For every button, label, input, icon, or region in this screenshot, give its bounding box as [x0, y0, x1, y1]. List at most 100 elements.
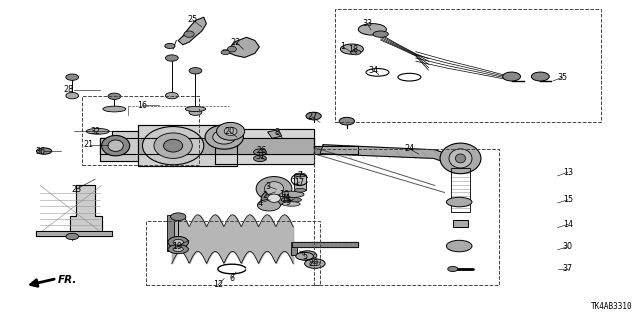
Ellipse shape	[165, 44, 175, 49]
Ellipse shape	[261, 190, 287, 206]
Text: 30: 30	[563, 242, 573, 251]
Ellipse shape	[264, 182, 284, 196]
Ellipse shape	[224, 127, 237, 135]
Ellipse shape	[306, 112, 321, 120]
Ellipse shape	[168, 245, 188, 254]
Ellipse shape	[257, 199, 280, 211]
Polygon shape	[320, 145, 454, 163]
Ellipse shape	[173, 239, 183, 245]
Ellipse shape	[143, 126, 204, 165]
Ellipse shape	[166, 92, 178, 99]
Ellipse shape	[216, 123, 244, 140]
Text: 28: 28	[63, 85, 74, 94]
Ellipse shape	[296, 252, 314, 260]
Ellipse shape	[256, 177, 292, 201]
Text: 35: 35	[557, 73, 568, 82]
Ellipse shape	[448, 267, 458, 271]
Ellipse shape	[66, 74, 79, 80]
Bar	[335, 9, 601, 123]
Ellipse shape	[184, 31, 194, 37]
Polygon shape	[138, 125, 237, 166]
Text: 5: 5	[302, 252, 307, 261]
Ellipse shape	[189, 68, 202, 74]
Text: 26: 26	[256, 146, 266, 155]
Polygon shape	[223, 37, 259, 57]
Text: 9: 9	[285, 197, 291, 206]
Polygon shape	[36, 186, 102, 233]
Ellipse shape	[278, 191, 304, 197]
Text: 32: 32	[90, 127, 100, 136]
Bar	[453, 220, 468, 227]
Polygon shape	[178, 17, 206, 45]
Ellipse shape	[298, 251, 317, 260]
Ellipse shape	[447, 240, 472, 252]
Text: 11: 11	[281, 194, 291, 203]
Text: 18: 18	[348, 44, 358, 54]
Text: 6: 6	[229, 274, 234, 283]
Text: 4: 4	[257, 198, 262, 207]
Ellipse shape	[456, 154, 466, 163]
Ellipse shape	[205, 125, 243, 149]
Bar	[294, 175, 306, 190]
Text: 16: 16	[138, 101, 147, 110]
Text: 7: 7	[297, 172, 302, 180]
Ellipse shape	[66, 233, 79, 240]
Polygon shape	[100, 131, 138, 161]
Ellipse shape	[373, 31, 388, 37]
Text: 21: 21	[84, 140, 94, 149]
Text: 12: 12	[212, 280, 223, 289]
Ellipse shape	[268, 194, 280, 202]
Bar	[291, 242, 297, 255]
Ellipse shape	[66, 92, 79, 99]
Ellipse shape	[212, 130, 236, 144]
Ellipse shape	[253, 155, 266, 162]
Text: 14: 14	[563, 220, 573, 229]
Polygon shape	[36, 231, 113, 236]
Ellipse shape	[440, 143, 481, 174]
Ellipse shape	[164, 139, 182, 152]
Polygon shape	[344, 45, 357, 51]
Text: 24: 24	[404, 144, 415, 153]
Text: 2: 2	[262, 191, 268, 200]
Ellipse shape	[281, 197, 301, 202]
Text: 20: 20	[224, 127, 234, 136]
Ellipse shape	[36, 148, 52, 154]
Bar	[451, 168, 470, 212]
Ellipse shape	[502, 72, 520, 81]
Text: 15: 15	[563, 195, 573, 204]
Text: 29: 29	[308, 259, 319, 268]
Ellipse shape	[531, 72, 549, 81]
Ellipse shape	[221, 50, 230, 54]
Text: 13: 13	[563, 168, 573, 177]
Text: 1: 1	[340, 42, 346, 52]
Ellipse shape	[227, 46, 236, 52]
Ellipse shape	[173, 247, 183, 252]
Ellipse shape	[168, 236, 188, 248]
Text: 33: 33	[362, 19, 372, 28]
Text: 10: 10	[279, 190, 289, 199]
Text: 8: 8	[274, 128, 279, 137]
Ellipse shape	[351, 50, 361, 55]
Ellipse shape	[171, 213, 186, 220]
Text: 31: 31	[255, 152, 265, 161]
Ellipse shape	[305, 259, 325, 268]
Ellipse shape	[102, 135, 130, 156]
Ellipse shape	[340, 44, 364, 54]
Ellipse shape	[103, 106, 126, 112]
Bar	[147, 221, 320, 285]
Ellipse shape	[282, 202, 300, 206]
Ellipse shape	[294, 173, 306, 177]
Text: 22: 22	[230, 38, 241, 47]
Text: 23: 23	[71, 185, 81, 194]
Polygon shape	[268, 130, 282, 138]
Text: 19: 19	[172, 242, 182, 251]
Ellipse shape	[86, 128, 109, 134]
Text: 36: 36	[35, 147, 45, 156]
Polygon shape	[214, 129, 314, 164]
Ellipse shape	[447, 197, 472, 207]
Bar	[83, 96, 198, 165]
Polygon shape	[314, 146, 358, 154]
Text: 25: 25	[187, 15, 197, 24]
Ellipse shape	[449, 149, 472, 168]
Text: 27: 27	[307, 113, 317, 122]
